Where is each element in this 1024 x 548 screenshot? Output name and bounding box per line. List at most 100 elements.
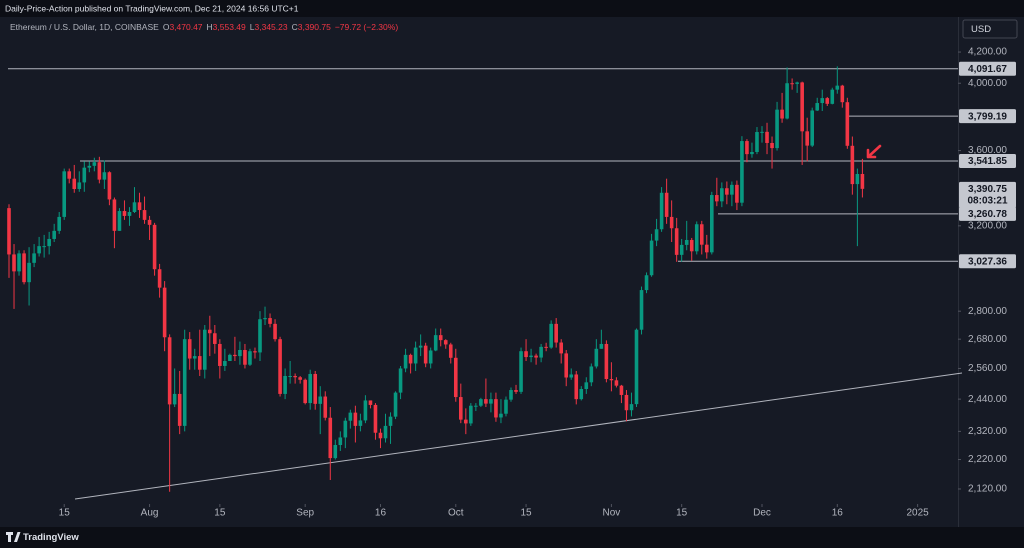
- candle-body: [820, 98, 825, 104]
- candle-body: [348, 412, 353, 421]
- candle-body: [474, 405, 478, 407]
- candle-body: [484, 399, 488, 404]
- candle-body: [263, 318, 267, 320]
- candle-body: [614, 380, 619, 386]
- candle-body: [413, 347, 418, 364]
- x-tick-label: 15: [59, 508, 71, 519]
- candle-body: [770, 142, 774, 149]
- level-label: 3,260.78: [968, 209, 1007, 220]
- legend-symbol: Ethereum / U.S. Dollar, 1D, COINBASE: [10, 22, 159, 32]
- level-lines: [8, 68, 958, 262]
- candle-body: [720, 188, 724, 202]
- brand-name: TradingView: [23, 532, 79, 543]
- candle-body: [233, 354, 237, 357]
- x-tick-label: 15: [520, 508, 532, 519]
- x-tick-label: Dec: [753, 508, 771, 519]
- legend-key: H: [206, 22, 213, 32]
- legend-value: 3,390.75: [297, 22, 331, 32]
- candle-body: [860, 173, 865, 189]
- header-bar: [0, 0, 1024, 17]
- legend-value: 3,345.23: [254, 22, 288, 32]
- brand-logo: [6, 532, 21, 542]
- candle-body: [218, 343, 222, 366]
- candle-body: [509, 390, 513, 400]
- candle-body: [223, 361, 227, 366]
- candle-body: [785, 83, 789, 119]
- level-label-box: [959, 254, 1016, 269]
- candle-body: [579, 389, 584, 400]
- y-tick-label: 3,600.00: [968, 145, 1007, 156]
- candle-body: [122, 211, 127, 216]
- candle-body: [514, 390, 518, 392]
- candle-body: [760, 131, 764, 133]
- candle-body: [12, 254, 16, 272]
- legend-field: O3,470.47: [163, 22, 203, 34]
- candle-body: [594, 348, 599, 367]
- candle-body: [664, 192, 669, 217]
- candle-body: [358, 420, 363, 426]
- candle-body: [408, 354, 413, 364]
- candle-body: [433, 335, 438, 351]
- candle-body: [654, 229, 659, 241]
- level-label: 3,799.19: [968, 111, 1007, 122]
- candle-body: [323, 396, 328, 418]
- candle-body: [469, 405, 473, 424]
- x-tick-label: 16: [832, 508, 844, 519]
- candle-body: [278, 339, 282, 394]
- candle-body: [288, 375, 292, 377]
- candles: [7, 66, 865, 492]
- candle-body: [228, 354, 232, 362]
- candle-body: [750, 151, 754, 155]
- currency-box[interactable]: [962, 19, 1018, 39]
- candle-body: [253, 351, 257, 353]
- candle-body: [765, 131, 769, 143]
- candle-body: [599, 343, 604, 349]
- candle-body: [800, 82, 804, 132]
- candle-body: [810, 110, 814, 146]
- candle-body: [780, 109, 784, 119]
- candle-body: [704, 244, 709, 253]
- candle-body: [634, 329, 639, 405]
- candle-body: [187, 339, 192, 359]
- candle-body: [659, 192, 664, 230]
- y-tick-label: 4,200.00: [968, 47, 1007, 58]
- legend-value: 3,470.47: [169, 22, 203, 32]
- candle-body: [694, 224, 699, 252]
- candle-body: [238, 349, 242, 357]
- candle-body: [363, 400, 368, 421]
- legend-key: O: [162, 22, 170, 32]
- legend: Ethereum / U.S. Dollar, 1D, COINBASE O3,…: [10, 22, 398, 34]
- arrow-annotation: [866, 144, 882, 159]
- candle-body: [172, 393, 177, 405]
- candle-body: [504, 399, 508, 414]
- candle-body: [544, 346, 548, 348]
- candle-body: [67, 171, 72, 179]
- legend-key: L: [249, 22, 255, 32]
- candle-body: [208, 329, 212, 334]
- candle-body: [77, 182, 82, 189]
- candle-body: [32, 253, 36, 263]
- candle-body: [152, 224, 157, 270]
- candle-body: [308, 373, 312, 404]
- candle-body: [539, 346, 543, 358]
- x-tick-label: 16: [375, 508, 387, 519]
- candle-body: [107, 172, 112, 200]
- candle-body: [464, 419, 468, 424]
- x-tick-label: Sep: [296, 508, 314, 519]
- footer-bar: [0, 527, 1024, 548]
- axes: 2,120.00 2,220.00 2,320.00 2,440.00 2,560.00…: [59, 47, 1016, 519]
- candle-body: [62, 171, 67, 217]
- candle-body: [443, 340, 448, 345]
- candle-body: [353, 412, 358, 426]
- candle-body: [524, 351, 528, 358]
- candle-body: [835, 85, 840, 90]
- candle-body: [534, 355, 538, 358]
- candle-body: [699, 224, 704, 245]
- candle-body: [619, 385, 624, 395]
- candle-body: [42, 246, 46, 248]
- candle-body: [418, 345, 423, 348]
- candle-body: [258, 319, 262, 353]
- candle-body: [730, 184, 734, 195]
- y-tick-label: 2,680.00: [968, 334, 1007, 345]
- level-label-box: [959, 109, 1016, 124]
